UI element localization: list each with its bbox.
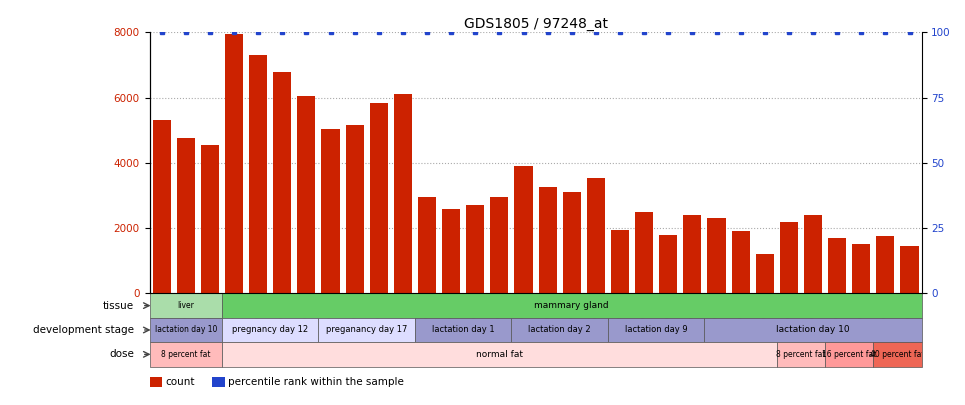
Bar <box>538 188 557 294</box>
Bar <box>466 205 484 294</box>
Text: dose: dose <box>109 350 134 359</box>
Bar <box>418 197 436 294</box>
Bar <box>825 342 873 367</box>
Bar <box>249 55 267 294</box>
Bar <box>777 342 825 367</box>
Bar <box>297 96 316 294</box>
Text: liver: liver <box>178 301 194 310</box>
Bar <box>273 72 291 294</box>
Text: lactation day 9: lactation day 9 <box>625 326 687 335</box>
Bar <box>608 318 704 342</box>
Bar <box>828 238 846 294</box>
Bar <box>852 245 870 294</box>
Bar <box>201 145 219 294</box>
Bar <box>370 102 388 294</box>
Text: lactation day 2: lactation day 2 <box>529 326 591 335</box>
Bar <box>611 230 629 294</box>
Text: percentile rank within the sample: percentile rank within the sample <box>228 377 403 387</box>
Bar <box>514 166 533 294</box>
Bar <box>150 318 222 342</box>
Bar <box>731 231 750 294</box>
Bar <box>150 294 222 318</box>
Title: GDS1805 / 97248_at: GDS1805 / 97248_at <box>463 17 608 31</box>
Text: pregnancy day 12: pregnancy day 12 <box>233 326 308 335</box>
Text: preganancy day 17: preganancy day 17 <box>326 326 407 335</box>
Text: lactation day 10: lactation day 10 <box>154 326 217 335</box>
Bar <box>873 342 922 367</box>
Bar <box>635 212 653 294</box>
Bar <box>442 209 460 294</box>
Bar <box>225 34 243 294</box>
Text: lactation day 1: lactation day 1 <box>432 326 494 335</box>
Bar <box>152 121 171 294</box>
Text: development stage: development stage <box>33 325 134 335</box>
Bar <box>683 215 702 294</box>
Text: count: count <box>165 377 195 387</box>
Bar <box>177 139 195 294</box>
Bar <box>659 235 677 294</box>
Text: mammary gland: mammary gland <box>535 301 609 310</box>
Bar <box>318 318 415 342</box>
Bar <box>804 215 822 294</box>
Bar <box>415 318 511 342</box>
Bar <box>876 237 895 294</box>
Bar <box>150 342 222 367</box>
Bar <box>222 342 777 367</box>
Bar <box>587 178 605 294</box>
Bar <box>780 222 798 294</box>
Bar <box>900 246 919 294</box>
Bar <box>563 192 581 294</box>
Text: 40 percent fat: 40 percent fat <box>870 350 924 359</box>
Bar <box>511 318 608 342</box>
Text: tissue: tissue <box>103 301 134 311</box>
Bar <box>222 318 318 342</box>
Bar <box>321 129 340 294</box>
Bar <box>704 318 922 342</box>
Text: lactation day 10: lactation day 10 <box>776 326 850 335</box>
Bar <box>756 254 774 294</box>
Text: normal fat: normal fat <box>476 350 523 359</box>
Bar <box>345 126 364 294</box>
Text: 16 percent fat: 16 percent fat <box>822 350 876 359</box>
Text: 8 percent fat: 8 percent fat <box>161 350 210 359</box>
Bar <box>490 197 509 294</box>
Text: 8 percent fat: 8 percent fat <box>776 350 826 359</box>
Bar <box>707 218 726 294</box>
Bar <box>394 94 412 294</box>
